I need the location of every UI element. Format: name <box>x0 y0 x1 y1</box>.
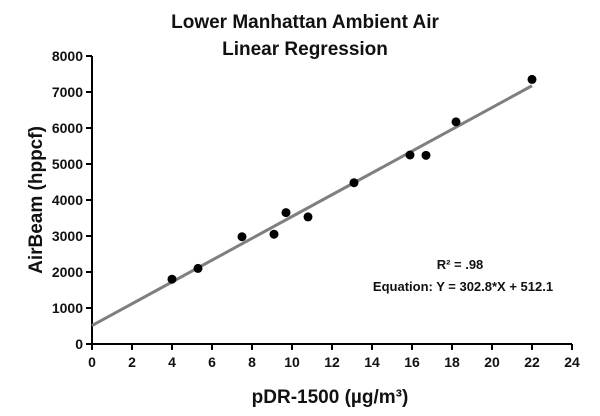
axes <box>91 56 572 345</box>
chart-title-line-1: Lower Manhattan Ambient Air <box>171 12 439 33</box>
equation-annotation: Equation: Y = 302.8*X + 512.1 <box>373 279 553 294</box>
y-tick-label: 1000 <box>52 300 83 316</box>
x-tick-label: 4 <box>168 354 176 370</box>
data-point <box>405 150 415 160</box>
x-tick-label: 6 <box>208 354 216 370</box>
x-tick-label: 0 <box>88 354 96 370</box>
regression-line-group <box>91 84 533 327</box>
data-point <box>451 117 461 127</box>
data-point <box>527 74 537 84</box>
r-squared-annotation: R² = .98 <box>437 257 484 272</box>
data-point <box>281 208 291 218</box>
y-tick-label: 6000 <box>52 120 83 136</box>
y-axis-title: AirBeam (hppcf) <box>26 126 47 274</box>
data-point <box>237 232 247 242</box>
y-tick-label: 8000 <box>52 48 83 64</box>
data-point <box>269 229 279 239</box>
y-tick-label: 5000 <box>52 156 83 172</box>
y-tick-label: 0 <box>75 336 83 352</box>
y-tick-label: 2000 <box>52 264 83 280</box>
chart-title-line-2: Linear Regression <box>222 39 388 60</box>
x-tick-label: 8 <box>248 354 256 370</box>
regression-line <box>91 84 533 327</box>
data-point <box>167 274 177 284</box>
x-tick-label: 18 <box>444 354 460 370</box>
x-tick-label: 12 <box>324 354 340 370</box>
data-point <box>349 178 359 188</box>
data-point <box>303 212 313 222</box>
data-point <box>193 263 203 273</box>
y-tick-label: 4000 <box>52 192 83 208</box>
x-tick-label: 22 <box>524 354 540 370</box>
y-tick-label: 3000 <box>52 228 83 244</box>
y-tick-label: 7000 <box>52 84 83 100</box>
ticks: 0 2 4 6 8 10 12 14 16 18 20 22 240100020003000400050… <box>52 48 580 370</box>
x-tick-label: 16 <box>404 354 420 370</box>
x-tick-label: 20 <box>484 354 500 370</box>
data-point <box>421 150 431 160</box>
x-tick-label: 2 <box>128 354 136 370</box>
x-tick-label: 14 <box>364 354 380 370</box>
x-tick-label: 10 <box>284 354 300 370</box>
x-axis-title: pDR-1500 (µg/m³) <box>252 387 409 408</box>
x-tick-label: 24 <box>564 354 580 370</box>
data-points <box>167 74 537 284</box>
